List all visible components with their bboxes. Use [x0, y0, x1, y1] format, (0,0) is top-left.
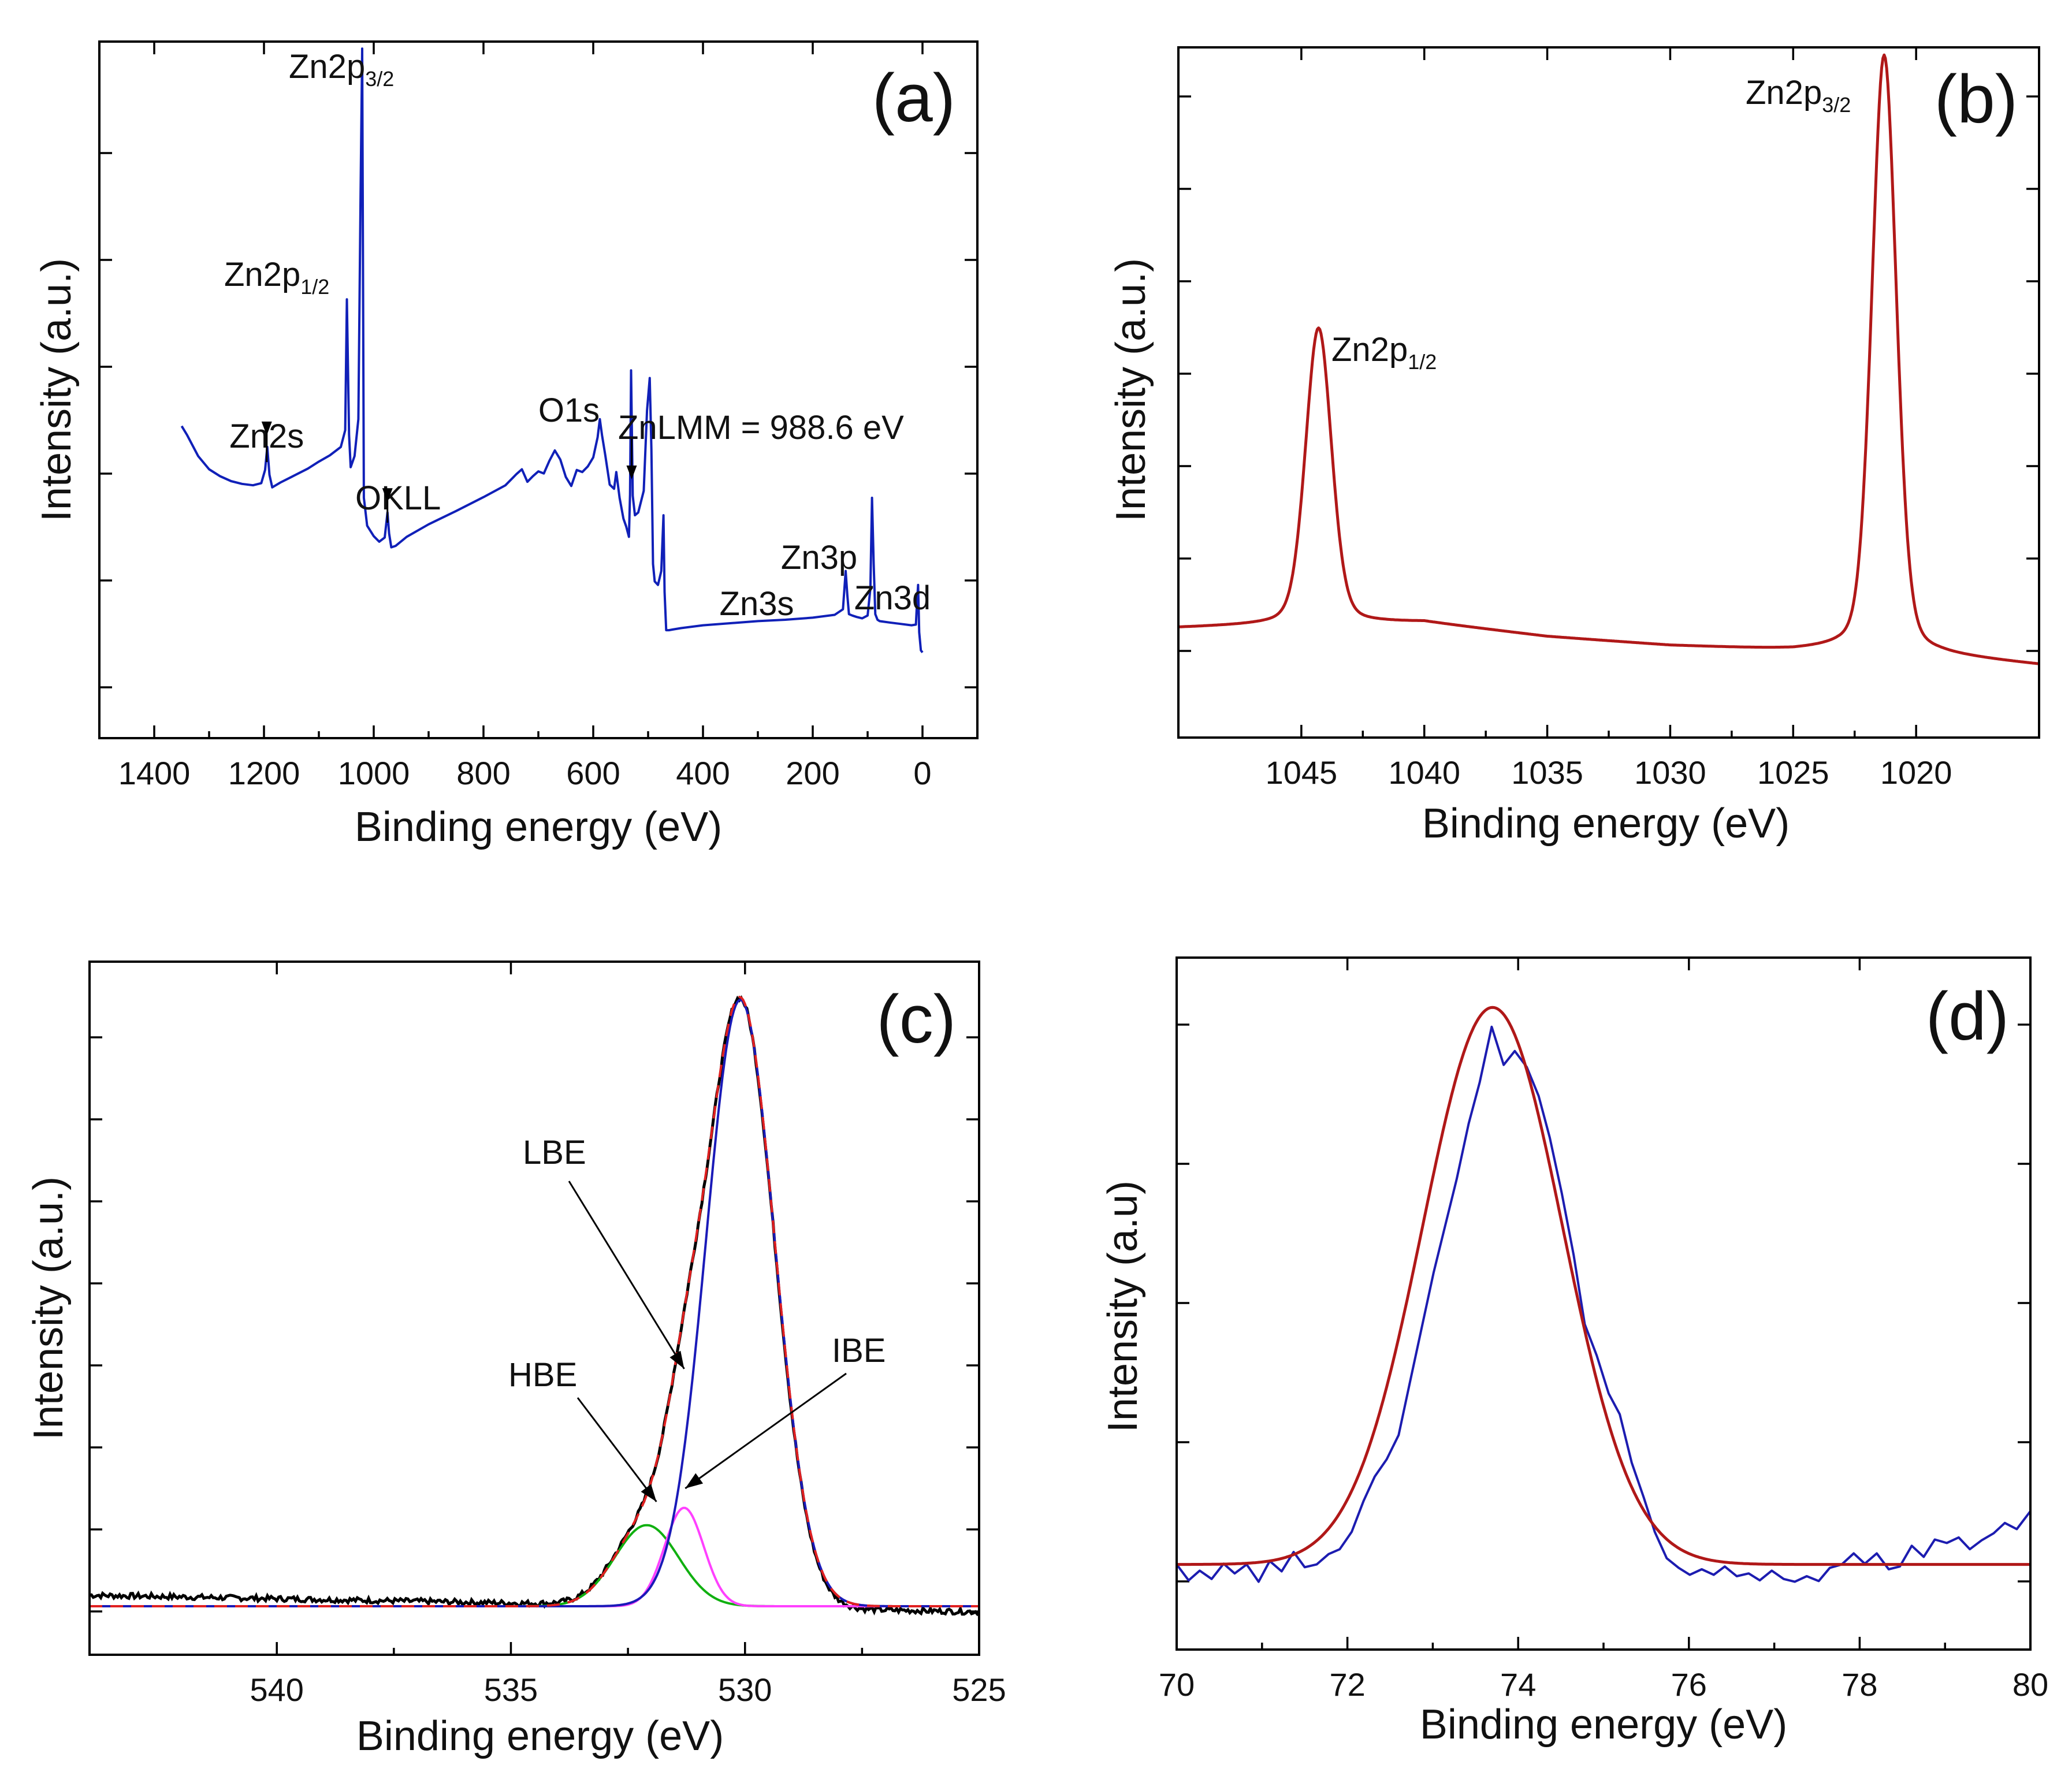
- annotation-zn3d: Zn3d: [854, 579, 931, 617]
- y-axis-label-b: Intensity (a.u.): [1108, 258, 1154, 522]
- annotation-znlmm: ZnLMM = 988.6 eV: [618, 409, 904, 446]
- panel-label-d: (d): [1926, 978, 2009, 1055]
- arrow-zn2s-head: [261, 421, 272, 435]
- plot-frame-b: [1177, 46, 2040, 739]
- x-tick-label-b: 1040: [1388, 754, 1460, 791]
- x-tick-label-c: 530: [718, 1672, 772, 1708]
- x-tick-label-b: 1025: [1757, 754, 1829, 791]
- x-axis-label-c: Binding energy (eV): [356, 1713, 724, 1759]
- zn3d-fit-line: [1177, 1006, 2030, 1566]
- x-axis-label-b: Binding energy (eV): [1422, 801, 1790, 847]
- y-axis-label-c: Intensity (a.u.): [25, 1177, 72, 1440]
- x-tick-label-a: 1200: [228, 755, 300, 791]
- x-tick-label-c: 525: [952, 1672, 1006, 1708]
- x-tick-label-d: 76: [1671, 1666, 1707, 1703]
- zn3d-raw-line: [1176, 1025, 2032, 1583]
- hbe-component-line: [90, 1524, 979, 1607]
- panel-c: 540 535 530 525 (c) Binding energy (eV) Int…: [25, 961, 1006, 1759]
- o1s-raw-line: [89, 995, 980, 1617]
- x-tick-label-b: 1045: [1266, 754, 1338, 791]
- panel-b: 1045 1040 1035 1030 1025 1020 (b) Binding ene…: [1108, 46, 2040, 847]
- x-tick-label-b: 1020: [1880, 754, 1952, 791]
- annotation-lbe: LBE: [523, 1134, 586, 1171]
- x-tick-label-b: 1035: [1511, 754, 1583, 791]
- x-tick-label-a: 200: [786, 755, 839, 791]
- x-axis-label-a: Binding energy (eV): [355, 804, 722, 850]
- arrow-lbe-head: [669, 1350, 685, 1369]
- annotation-zn2p32: Zn2p3/2: [1746, 74, 1851, 117]
- annotation-okll: OKLL: [355, 479, 441, 517]
- arrow-hbe: [576, 1397, 657, 1502]
- x-tick-label-d: 72: [1329, 1666, 1365, 1703]
- x-tick-label-a: 1400: [118, 755, 191, 791]
- arrow-o1s-head: [626, 466, 637, 479]
- x-tick-label-d: 78: [1842, 1666, 1877, 1703]
- x-axis-label-d: Binding energy (eV): [1420, 1702, 1787, 1748]
- x-tick-label-d: 74: [1500, 1666, 1536, 1703]
- lbe-component-line: [90, 999, 979, 1607]
- x-tick-label-a: 400: [676, 755, 730, 791]
- survey-spectrum-line: [180, 47, 924, 653]
- y-axis-label-d: Intensity (a.u): [1100, 1181, 1146, 1432]
- plot-frame-c: [88, 961, 980, 1656]
- x-tick-label-d: 70: [1159, 1666, 1195, 1703]
- x-tick-label-c: 540: [250, 1672, 303, 1708]
- panel-label-a: (a): [872, 60, 955, 136]
- annotation-zn2p12: Zn2p1/2: [1331, 331, 1437, 374]
- plot-frame-d: [1176, 956, 2032, 1651]
- arrow-okll-head: [382, 488, 393, 502]
- arrow-ibe: [685, 1372, 847, 1490]
- annotation-hbe: HBE: [508, 1356, 577, 1394]
- arrow-lbe: [568, 1181, 685, 1369]
- x-tick-label-b: 1030: [1634, 754, 1706, 791]
- arrow-hbe-head: [641, 1484, 657, 1502]
- annotation-zn2p12: Zn2p1/2: [224, 256, 329, 299]
- x-tick-label-a: 0: [913, 755, 931, 791]
- y-axis-label-a: Intensity (a.u.): [34, 258, 80, 522]
- annotation-zn3p: Zn3p: [781, 539, 857, 576]
- x-tick-label-d: 80: [2013, 1666, 2048, 1703]
- x-tick-label-c: 535: [484, 1672, 538, 1708]
- panel-label-b: (b): [1935, 61, 2018, 137]
- o1s-fit-envelope-line: [90, 995, 979, 1607]
- annotation-zn3s: Zn3s: [720, 585, 794, 623]
- panel-label-c: (c): [876, 981, 956, 1058]
- zn2p-spectrum-line: [1178, 53, 2040, 665]
- annotation-ibe: IBE: [832, 1332, 886, 1369]
- annotation-o1s: O1s: [538, 392, 600, 429]
- x-tick-label-a: 1000: [338, 755, 410, 791]
- annotation-zn2p32: Zn2p3/2: [289, 48, 394, 91]
- plot-frame-a: [98, 40, 979, 739]
- panel-d: 70 72 74 76 78 80 (d) Binding energy (eV) Int…: [1100, 956, 2048, 1748]
- panel-a: 1400 1200 1000 800 600 400 200 0 (a) Binding en…: [34, 40, 979, 850]
- x-tick-label-a: 800: [456, 755, 510, 791]
- arrow-ibe-head: [685, 1473, 704, 1488]
- ibe-component-line: [90, 1506, 979, 1607]
- x-tick-label-a: 600: [566, 755, 620, 791]
